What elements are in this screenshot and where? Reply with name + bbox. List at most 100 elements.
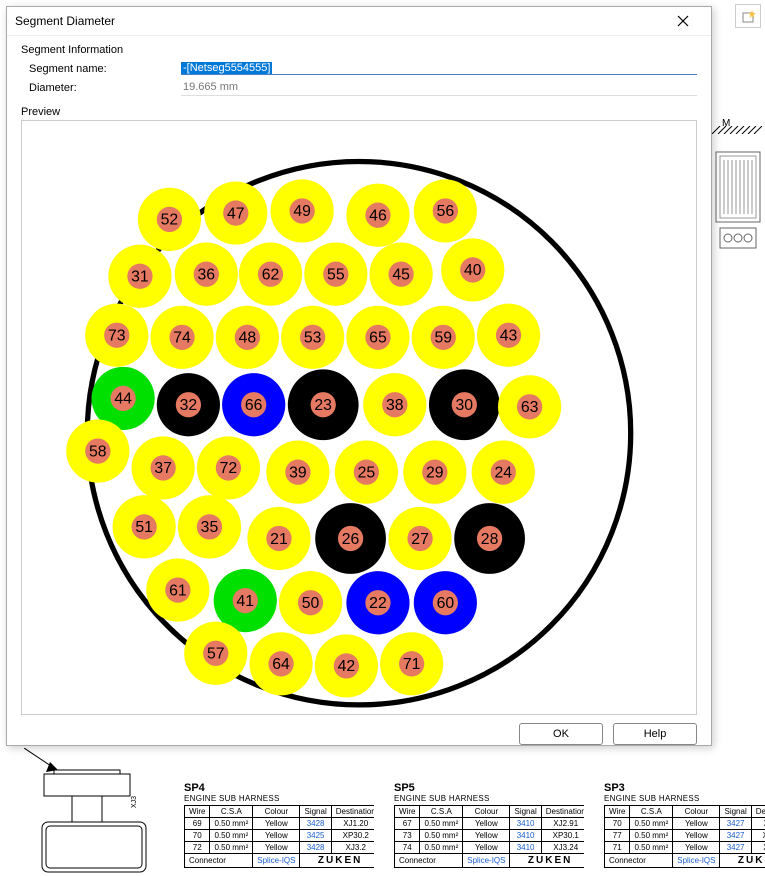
wire-label: 39 (289, 464, 307, 481)
sp-table: WireC.S.AColourSignalDestination690.50 m… (184, 805, 374, 868)
table-cell: 73 (395, 830, 420, 842)
wire-label: 62 (262, 266, 280, 283)
splice-link[interactable]: Splice-IQS (463, 854, 510, 868)
table-header: Wire (395, 806, 420, 818)
table-cell: Yellow (673, 842, 720, 854)
segment-diameter-dialog: Segment Diameter Segment Information Seg… (6, 6, 712, 746)
table-row: 700.50 mm²Yellow3427XJ1.11 (605, 818, 765, 830)
segment-name-input[interactable]: -[Netseg5554555] (181, 62, 272, 74)
table-cell: 0.50 mm² (210, 818, 253, 830)
table-cell: 3427 (720, 830, 751, 842)
splice-link[interactable]: Splice-IQS (673, 854, 720, 868)
sp-subtitle: ENGINE SUB HARNESS (394, 794, 584, 803)
table-cell: 71 (605, 842, 630, 854)
table-cell: XJ1.20 (331, 818, 374, 830)
table-cell: 70 (605, 818, 630, 830)
table-row: 670.50 mm²Yellow3410XJ2.91 (395, 818, 585, 830)
table-header: Destination (541, 806, 584, 818)
connector-label: Connector (605, 854, 673, 868)
table-row: 730.50 mm²Yellow3410XP30.1 (395, 830, 585, 842)
wire-label: 63 (521, 399, 539, 416)
wire-label: 23 (314, 397, 332, 414)
zuken-logo: ZUKEN (300, 854, 374, 868)
wire-label: 41 (236, 593, 254, 610)
table-header: C.S.A (210, 806, 253, 818)
help-button[interactable]: Help (613, 723, 697, 745)
table-cell: 0.50 mm² (630, 830, 673, 842)
sp-block-sp4: SP4ENGINE SUB HARNESSWireC.S.AColourSign… (184, 782, 374, 868)
new-item-icon[interactable] (735, 4, 761, 28)
table-cell: 0.50 mm² (210, 842, 253, 854)
wire-label: 74 (173, 330, 191, 347)
wire-label: 51 (135, 519, 153, 536)
preview-label: Preview (21, 106, 697, 118)
hatch-decor (712, 126, 764, 134)
table-cell: XP30.1 (541, 830, 584, 842)
table-row: 720.50 mm²Yellow3428XJ3.2 (185, 842, 375, 854)
sp-block-sp3: SP3ENGINE SUB HARNESSWireC.S.AColourSign… (604, 782, 765, 868)
table-cell: 0.50 mm² (420, 818, 463, 830)
sp-table: WireC.S.AColourSignalDestination670.50 m… (394, 805, 584, 868)
table-cell: 3410 (510, 818, 541, 830)
table-cell: 69 (185, 818, 210, 830)
table-cell: XJ3.18 (751, 842, 765, 854)
wire-label: 59 (434, 330, 452, 347)
table-cell: Yellow (673, 818, 720, 830)
table-cell: Yellow (253, 818, 300, 830)
wire-label: 21 (270, 531, 288, 548)
diameter-label: Diameter: (21, 82, 181, 94)
connector-label: Connector (395, 854, 463, 868)
wire-label: 56 (437, 203, 455, 220)
wire-label: 45 (392, 266, 410, 283)
table-row: 770.50 mm²Yellow3427XP30.3 (605, 830, 765, 842)
cross-section-chart: 5247494656313662554540737448536559434432… (22, 121, 696, 714)
wire-label: 42 (338, 658, 356, 675)
table-header: Destination (751, 806, 765, 818)
table-header: Destination (331, 806, 374, 818)
table-cell: 3428 (300, 818, 331, 830)
wire-label: 53 (304, 330, 322, 347)
diameter-value: 19.665 mm (181, 79, 697, 96)
sp-subtitle: ENGINE SUB HARNESS (184, 794, 374, 803)
table-cell: Yellow (463, 842, 510, 854)
titlebar: Segment Diameter (7, 7, 711, 36)
close-icon (677, 15, 689, 27)
table-cell: 77 (605, 830, 630, 842)
wire-label: 65 (369, 330, 387, 347)
ok-button[interactable]: OK (519, 723, 603, 745)
segment-name-label: Segment name: (21, 63, 181, 75)
table-cell: 0.50 mm² (210, 830, 253, 842)
table-cell: XJ2.91 (541, 818, 584, 830)
wire-label: 49 (293, 203, 311, 220)
close-button[interactable] (663, 7, 703, 35)
table-cell: 3428 (300, 842, 331, 854)
table-cell: 70 (185, 830, 210, 842)
wire-label: 37 (154, 460, 172, 477)
table-cell: XP30.2 (331, 830, 374, 842)
table-row: 690.50 mm²Yellow3428XJ1.20 (185, 818, 375, 830)
table-row: 710.50 mm²Yellow3427XJ3.18 (605, 842, 765, 854)
wire-label: 72 (220, 460, 238, 477)
sp-title: SP5 (394, 782, 584, 794)
table-cell: 74 (395, 842, 420, 854)
wire-label: 71 (403, 656, 421, 673)
zuken-logo: ZUKEN (720, 854, 765, 868)
table-cell: 0.50 mm² (420, 842, 463, 854)
wire-label: 57 (207, 646, 225, 663)
wire-label: 55 (327, 266, 345, 283)
connector-symbol-top (714, 150, 762, 260)
svg-text:XJ3: XJ3 (131, 796, 138, 808)
table-cell: 0.50 mm² (420, 830, 463, 842)
wire-label: 58 (89, 443, 107, 460)
table-row: 740.50 mm²Yellow3410XJ3.24 (395, 842, 585, 854)
sp-title: SP4 (184, 782, 374, 794)
wire-label: 40 (464, 262, 482, 279)
wire-label: 36 (198, 266, 216, 283)
wire-label: 35 (201, 519, 219, 536)
splice-link[interactable]: Splice-IQS (253, 854, 300, 868)
wire-label: 38 (386, 397, 404, 414)
table-header: Colour (673, 806, 720, 818)
wire-label: 52 (161, 212, 179, 229)
table-header: Wire (185, 806, 210, 818)
wire-label: 29 (426, 464, 444, 481)
